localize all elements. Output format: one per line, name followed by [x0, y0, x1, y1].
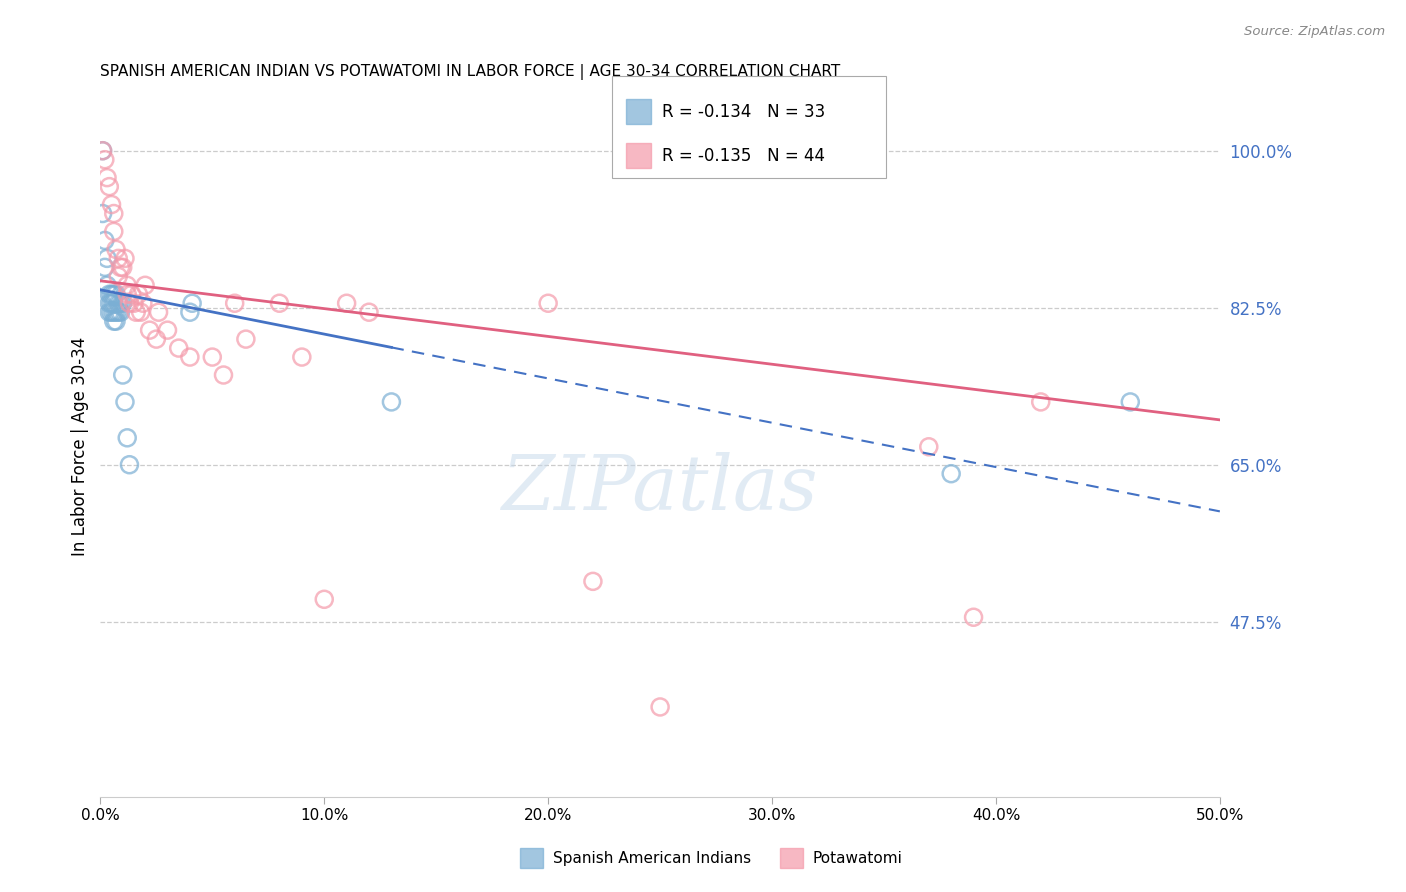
Point: [582, 574, 605, 589]
Point: [105, 287, 128, 301]
Point: [103, 206, 125, 220]
Point: [98, 305, 121, 319]
Point: [100, 287, 122, 301]
Point: [115, 431, 138, 445]
Point: [96, 170, 118, 185]
Point: [125, 305, 148, 319]
Point: [537, 296, 560, 310]
Point: [114, 252, 136, 266]
Point: [145, 332, 167, 346]
Point: [91, 144, 114, 158]
Point: [648, 700, 671, 714]
Point: [91, 144, 114, 158]
Point: [132, 296, 155, 310]
Point: [127, 287, 149, 301]
Point: [105, 314, 128, 328]
Point: [129, 305, 152, 319]
Text: Spanish American Indians: Spanish American Indians: [553, 851, 751, 865]
Point: [118, 458, 141, 472]
Point: [314, 592, 336, 607]
Point: [121, 287, 143, 301]
Point: [1029, 395, 1052, 409]
Point: [103, 314, 125, 328]
Point: [269, 296, 291, 310]
Point: [103, 296, 125, 310]
Point: [336, 296, 359, 310]
Point: [107, 296, 129, 310]
Point: [100, 296, 122, 310]
Point: [111, 296, 134, 310]
Point: [107, 305, 129, 319]
Point: [98, 179, 121, 194]
Text: Potawatomi: Potawatomi: [813, 851, 903, 865]
Point: [941, 467, 963, 481]
Point: [179, 305, 201, 319]
Point: [100, 197, 122, 211]
Point: [148, 305, 170, 319]
Point: [103, 224, 125, 238]
Point: [224, 296, 246, 310]
Point: [105, 305, 128, 319]
Point: [100, 305, 122, 319]
Point: [156, 323, 179, 337]
Point: [138, 323, 160, 337]
Point: [91, 206, 114, 220]
Point: [110, 296, 132, 310]
Point: [115, 278, 138, 293]
Point: [103, 287, 125, 301]
Point: [134, 278, 156, 293]
Point: [105, 243, 128, 257]
Point: [118, 296, 141, 310]
Point: [98, 287, 121, 301]
Text: SPANISH AMERICAN INDIAN VS POTAWATOMI IN LABOR FORCE | AGE 30-34 CORRELATION CHA: SPANISH AMERICAN INDIAN VS POTAWATOMI IN…: [100, 64, 841, 80]
Point: [167, 341, 190, 355]
Point: [291, 350, 314, 364]
Y-axis label: In Labor Force | Age 30-34: In Labor Force | Age 30-34: [72, 337, 89, 557]
Text: R = -0.135   N = 44: R = -0.135 N = 44: [662, 147, 825, 165]
Point: [94, 260, 117, 275]
Point: [94, 234, 117, 248]
Point: [107, 252, 129, 266]
Point: [111, 260, 134, 275]
Point: [111, 368, 134, 382]
Point: [181, 296, 204, 310]
Point: [110, 305, 132, 319]
Text: R = -0.134   N = 33: R = -0.134 N = 33: [662, 103, 825, 120]
Point: [235, 332, 257, 346]
Point: [962, 610, 984, 624]
Point: [918, 440, 941, 454]
Point: [1119, 395, 1142, 409]
Point: [380, 395, 402, 409]
Point: [115, 287, 138, 301]
Point: [201, 350, 224, 364]
Point: [110, 260, 132, 275]
Point: [98, 296, 121, 310]
Point: [114, 395, 136, 409]
Point: [96, 278, 118, 293]
Point: [122, 296, 145, 310]
Point: [96, 252, 118, 266]
Point: [357, 305, 380, 319]
Text: ZIPatlas: ZIPatlas: [502, 451, 818, 525]
Point: [103, 305, 125, 319]
Point: [179, 350, 201, 364]
Point: [212, 368, 235, 382]
Point: [107, 269, 129, 284]
Text: Source: ZipAtlas.com: Source: ZipAtlas.com: [1244, 25, 1385, 38]
Point: [94, 153, 117, 167]
